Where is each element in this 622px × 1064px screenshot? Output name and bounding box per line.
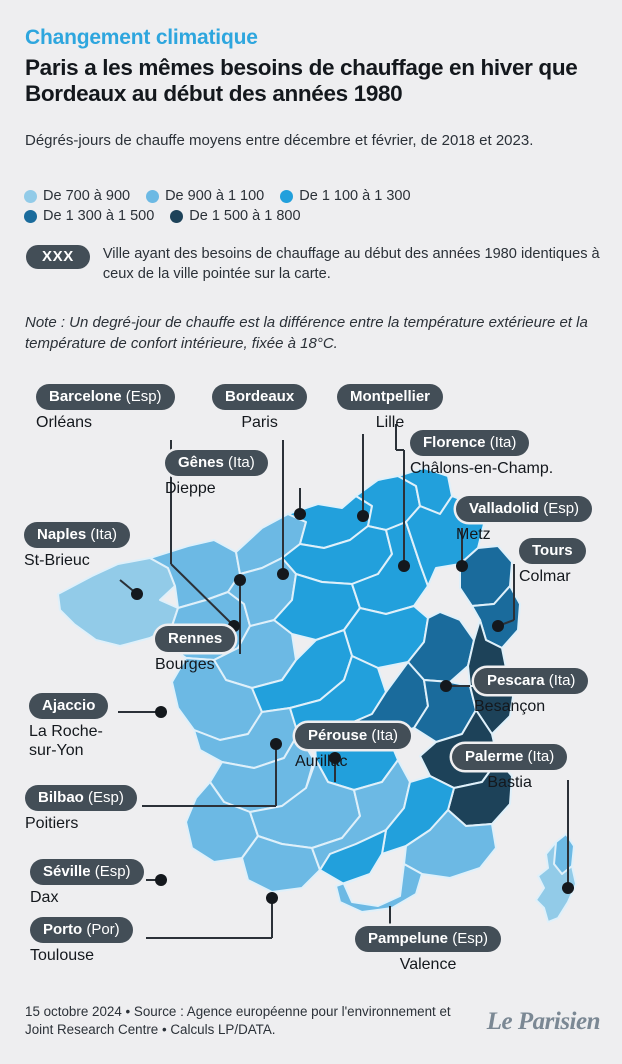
dot-poitiers [270,738,282,750]
callout-city: Poitiers [25,815,79,832]
legend-item-1: De 900 à 1 100 [146,188,264,204]
kicker: Changement climatique [25,26,258,49]
leader-lines [118,424,569,939]
xxx-badge: XXX [26,245,90,269]
callout-stbrieuc[interactable]: Naples (Ita) St-Brieuc [24,522,131,570]
legend-item-0: De 700 à 900 [24,188,130,204]
callout-city: Dieppe [165,480,216,497]
dot-toulouse [266,892,278,904]
callout-pill: Tours [519,538,586,564]
callout-pill: Naples (Ita) [24,522,131,548]
legend: De 700 à 900 De 900 à 1 100 De 1 100 à 1… [24,188,604,228]
legend-swatch-icon [170,209,184,223]
callout-city: La Roche-sur-Yon [29,723,103,759]
callout-city: Toulouse [30,947,95,964]
callout-city: Metz [456,526,491,543]
dot-larochesuryon [155,706,167,718]
legend-swatch-icon [24,189,37,203]
dot-bourges [234,574,246,586]
callout-chalons[interactable]: Florence (Ita) Châlons-en-Champ. [410,430,553,478]
callout-city: Paris [241,414,278,431]
callout-aurillac[interactable]: Pérouse (Ita) Aurillac [295,723,412,771]
callout-dieppe[interactable]: Gênes (Ita) Dieppe [165,450,268,498]
callout-pill: Bordeaux [212,384,308,410]
dot-chalons [398,560,410,572]
dot-metz [456,560,468,572]
dot-dieppe [294,508,306,520]
legend-item-4: De 1 500 à 1 800 [170,208,301,224]
legend-label: De 900 à 1 100 [165,188,265,204]
le-parisien-logo: Le Parisien [486,1008,601,1035]
callout-larochesuryon[interactable]: Ajaccio La Roche-sur-Yon [29,693,125,760]
callout-pill: Valladolid (Esp) [456,496,593,522]
callout-poitiers[interactable]: Bilbao (Esp) Poitiers [25,785,137,833]
note-text: Note : Un degré-jour de chauffe est la d… [25,314,588,352]
dot-aurillac [329,752,341,764]
legend-label: De 700 à 900 [43,188,131,204]
callout-toulouse[interactable]: Porto (Por) Toulouse [30,917,133,965]
dot-colmar [492,620,504,632]
dot-dax [155,874,167,886]
callout-colmar[interactable]: Tours Colmar [519,538,586,586]
legend-item-3: De 1 300 à 1 500 [24,208,154,224]
callout-city: Aurillac [295,753,348,770]
callout-besancon[interactable]: Pescara (Ita) Besançon [474,668,589,716]
callout-pill: Pampelune (Esp) [355,926,502,952]
callout-pill: Barcelone (Esp) [36,384,175,410]
callout-metz[interactable]: Valladolid (Esp) Metz [456,496,593,544]
callout-city: Lille [375,414,405,431]
callout-lille[interactable]: Montpellier Lille [337,384,444,432]
callout-city: Orléans [36,414,93,431]
legend-label: De 1 300 à 1 500 [43,208,155,224]
callout-pill: Ajaccio [29,693,109,719]
callout-pill: Porto (Por) [30,917,133,943]
callout-pill: Pérouse (Ita) [295,723,412,749]
callout-dax[interactable]: Séville (Esp) Dax [30,859,144,907]
dot-besancon [440,680,452,692]
legend-key-row: XXX Ville ayant des besoins de chauffage… [26,244,608,284]
map-stage: Barcelone (Esp) Orléans Bordeaux Paris M… [0,368,622,988]
callout-paris[interactable]: Bordeaux Paris [212,384,308,432]
dot-paris [277,568,289,580]
legend-label: De 1 100 à 1 300 [299,188,411,204]
callout-city: Bourges [155,656,215,673]
subtitle: Dégrés-jours de chauffe moyens entre déc… [25,132,534,149]
callout-pill: Palerme (Ita) [452,744,568,770]
callout-pill: Bilbao (Esp) [25,785,137,811]
callout-city: St-Brieuc [24,552,90,569]
callout-pill: Gênes (Ita) [165,450,268,476]
legend-label: De 1 500 à 1 800 [189,208,301,224]
dot-stbrieuc [131,588,143,600]
callout-pill: Florence (Ita) [410,430,530,456]
page-title: Paris a les mêmes besoins de chauffage e… [25,55,578,106]
callout-valence[interactable]: Pampelune (Esp) Valence [355,926,502,974]
legend-item-2: De 1 100 à 1 300 [280,188,411,204]
callout-pill: Pescara (Ita) [474,668,589,694]
footer-credits: 15 octobre 2024 • Source : Agence europé… [25,1004,451,1037]
callout-orleans[interactable]: Barcelone (Esp) Orléans [36,384,175,432]
callout-pill: Montpellier [337,384,444,410]
callout-pill: Rennes [155,626,236,652]
legend-swatch-icon [146,189,160,203]
dot-bastia [562,882,574,894]
callout-bastia[interactable]: Palerme (Ita) Bastia [452,744,568,792]
callout-city: Châlons-en-Champ. [410,460,554,477]
callout-city: Bastia [487,774,532,791]
legend-row-1: De 700 à 900 De 900 à 1 100 De 1 100 à 1… [24,188,604,204]
callout-pill: Séville (Esp) [30,859,144,885]
legend-row-2: De 1 300 à 1 500 De 1 500 à 1 800 [24,208,604,224]
callout-city: Valence [399,956,457,973]
xxx-description: Ville ayant des besoins de chauffage au … [102,246,600,282]
dot-lille [357,510,369,522]
legend-swatch-icon [24,209,37,223]
callout-city: Dax [30,889,59,906]
callout-city: Colmar [519,568,571,585]
callout-bourges[interactable]: Rennes Bourges [155,626,236,674]
callout-city: Besançon [474,698,546,715]
legend-swatch-icon [280,189,294,203]
